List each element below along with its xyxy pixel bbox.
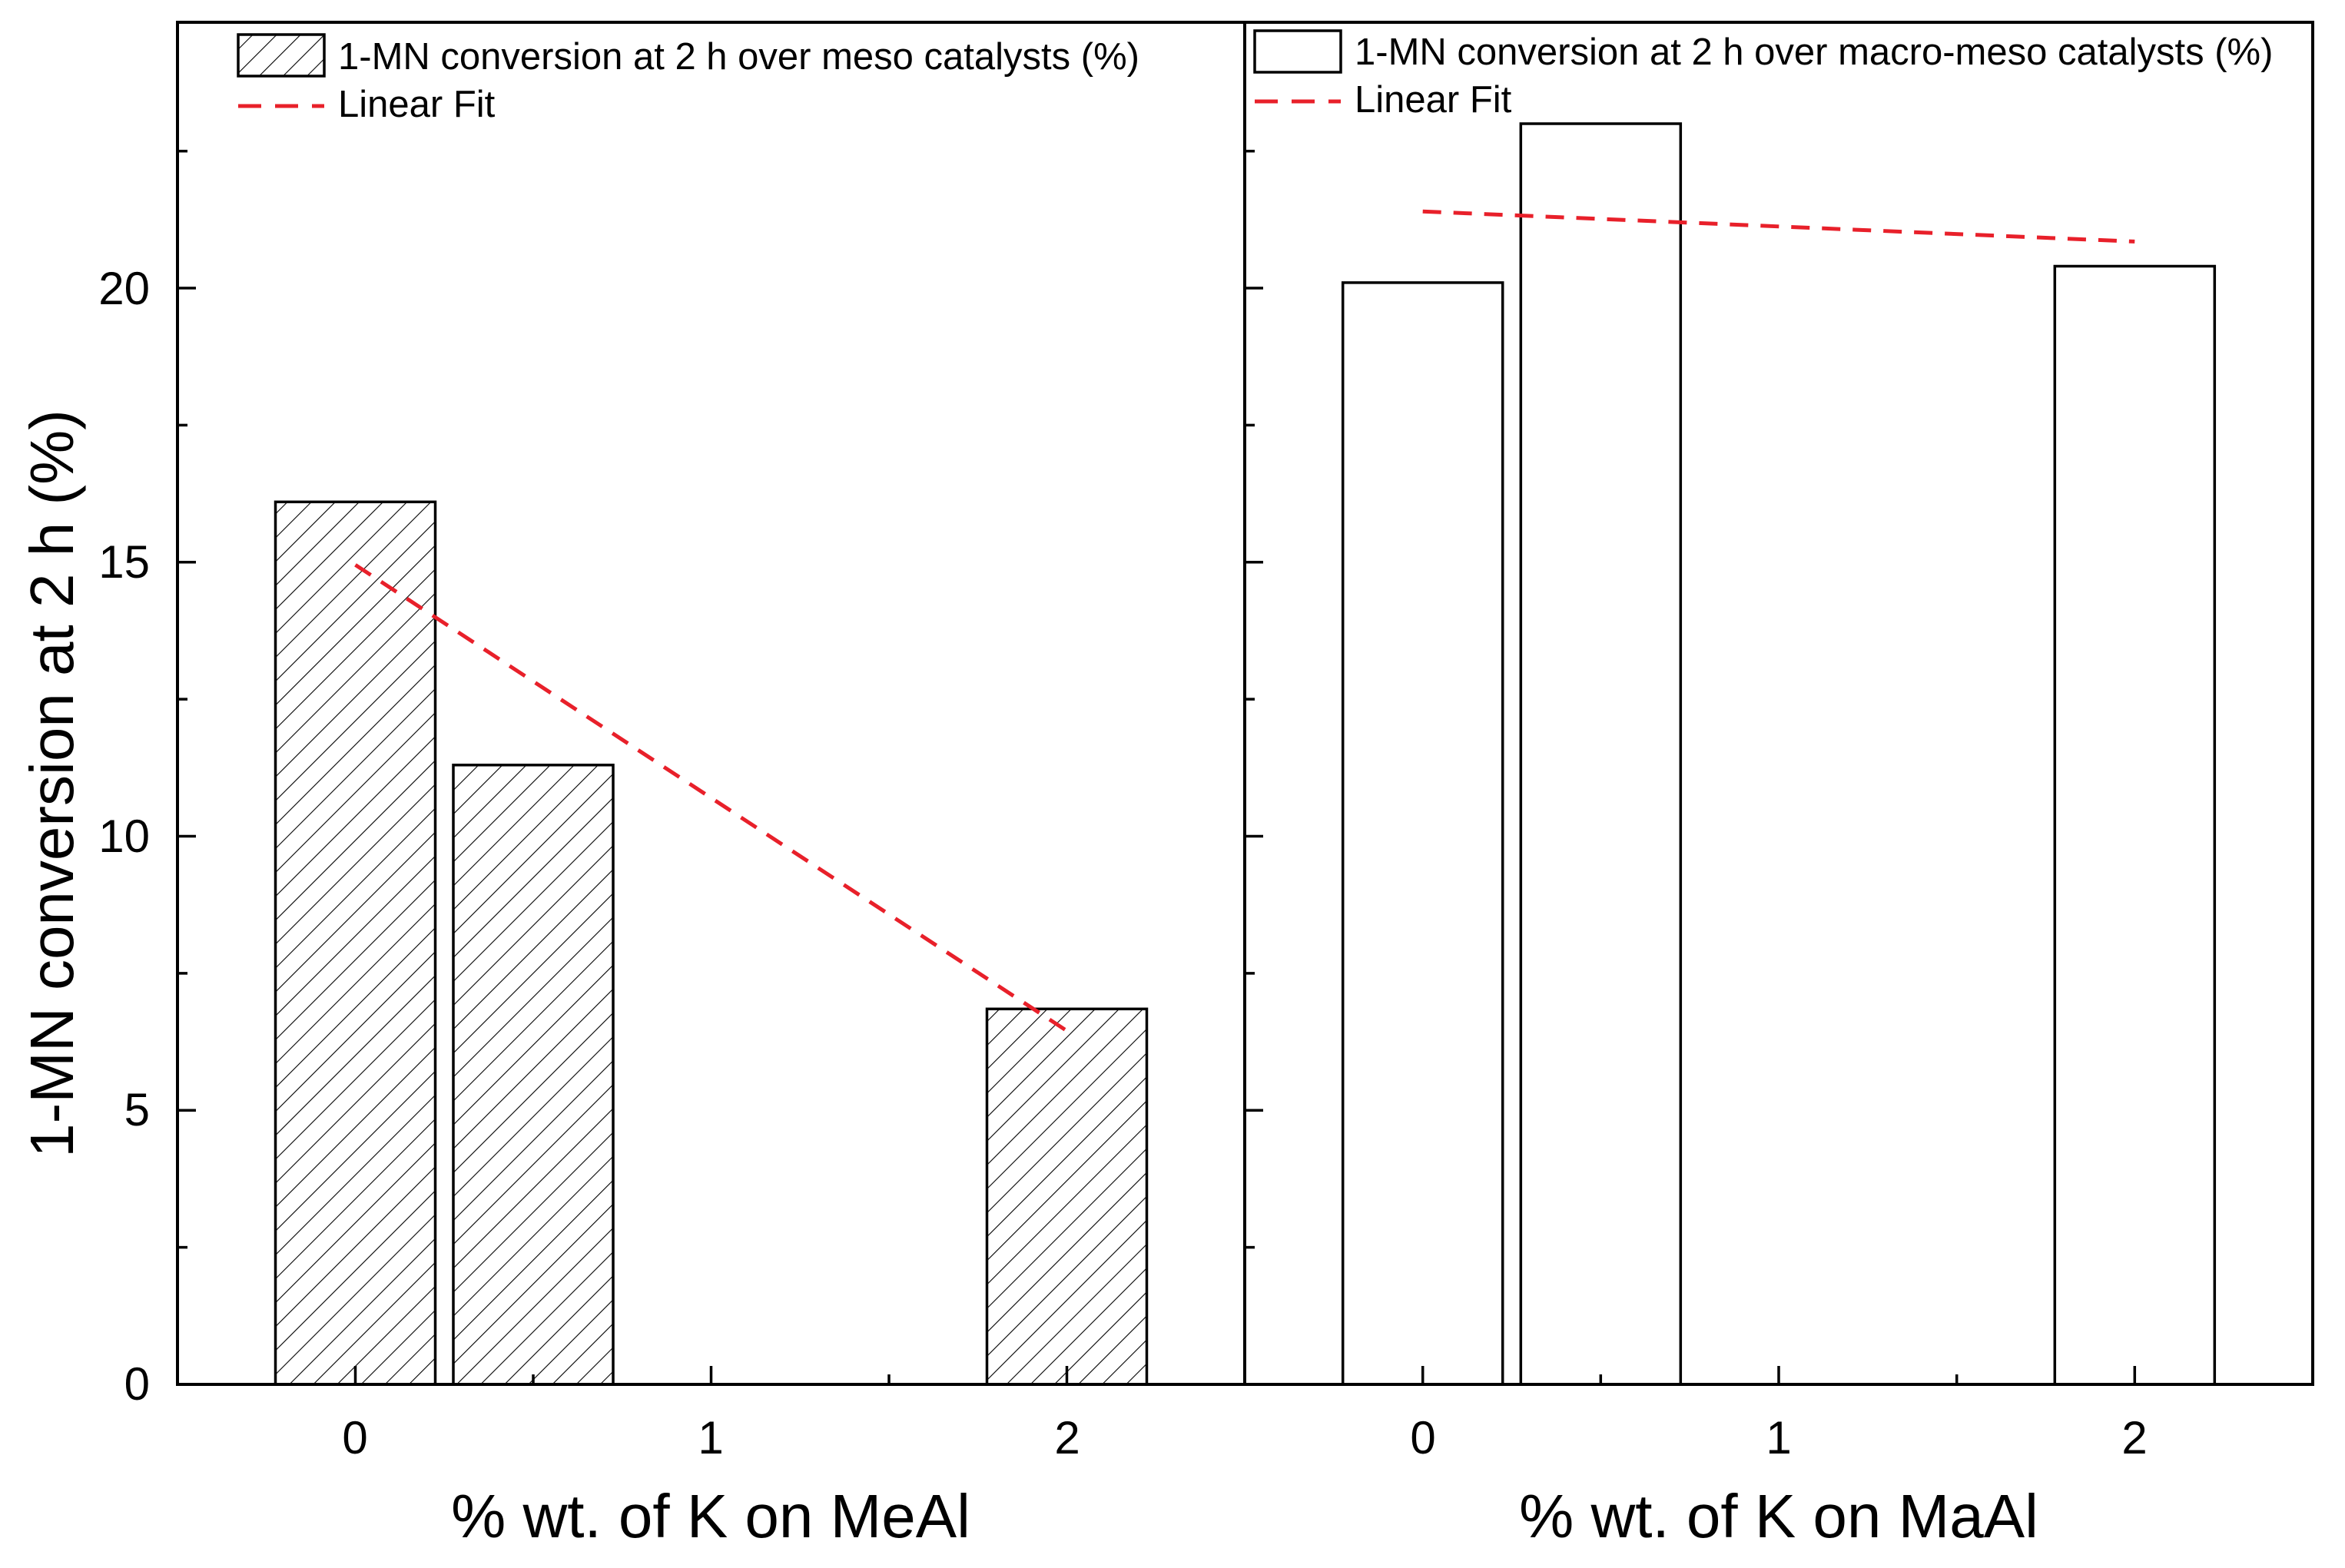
right-x-axis-label: % wt. of K on MaAl bbox=[1519, 1482, 2038, 1550]
left-x-axis-label: % wt. of K on MeAl bbox=[451, 1482, 970, 1550]
left-bars bbox=[274, 500, 1149, 1386]
bar bbox=[1341, 281, 1504, 1386]
right-x-tick-label: 0 bbox=[1410, 1412, 1435, 1464]
left-x-tick-label: 1 bbox=[698, 1412, 723, 1464]
left-y-tick-labels: 0 5 10 15 20 bbox=[98, 263, 150, 1410]
bar bbox=[452, 764, 615, 1386]
bar bbox=[274, 500, 437, 1386]
bar bbox=[985, 1007, 1149, 1386]
left-y-tick-label: 5 bbox=[124, 1084, 150, 1135]
left-y-tick-label: 10 bbox=[98, 811, 150, 862]
left-y-tick-label: 20 bbox=[98, 263, 150, 314]
left-legend: 1-MN conversion at 2 h over meso catalys… bbox=[237, 33, 1139, 125]
legend-label: 1-MN conversion at 2 h over macro-meso c… bbox=[1355, 31, 2273, 73]
right-bars bbox=[1341, 122, 2217, 1386]
axis-ticks bbox=[177, 149, 2137, 1386]
right-x-tick-label: 2 bbox=[2121, 1412, 2147, 1464]
linear-fit-line bbox=[1422, 209, 2135, 244]
left-y-tick-label: 15 bbox=[98, 536, 150, 588]
linear-fit-line bbox=[354, 563, 1068, 1033]
right-x-tick-label: 1 bbox=[1766, 1412, 1791, 1464]
right-legend: 1-MN conversion at 2 h over macro-meso c… bbox=[1253, 29, 2273, 121]
left-y-tick-label: 0 bbox=[124, 1358, 150, 1410]
legend-label: 1-MN conversion at 2 h over meso catalys… bbox=[338, 36, 1139, 78]
bar bbox=[2053, 264, 2217, 1386]
legend-label: Linear Fit bbox=[338, 84, 496, 125]
legend-swatch-hatched bbox=[237, 33, 326, 78]
left-x-tick-labels: 0 1 2 bbox=[342, 1412, 1080, 1464]
left-x-tick-label: 0 bbox=[342, 1412, 367, 1464]
right-fit bbox=[1422, 209, 2135, 244]
right-x-tick-labels: 0 1 2 bbox=[1410, 1412, 2147, 1464]
left-fit bbox=[354, 563, 1068, 1033]
y-axis-label: 1-MN conversion at 2 h (%) bbox=[18, 409, 86, 1158]
bar bbox=[1519, 122, 1683, 1386]
legend-label: Linear Fit bbox=[1355, 79, 1512, 121]
left-x-tick-label: 2 bbox=[1054, 1412, 1080, 1464]
legend-swatch-open bbox=[1253, 29, 1342, 74]
